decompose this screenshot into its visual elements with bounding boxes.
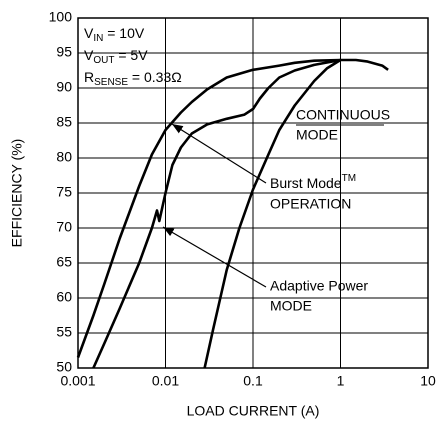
y-tick-label: 60 bbox=[56, 289, 72, 305]
arrow bbox=[162, 226, 267, 288]
annotation: MODE bbox=[270, 298, 312, 314]
y-tick-label: 100 bbox=[49, 9, 73, 25]
y-tick-label: 85 bbox=[56, 114, 72, 130]
arrow bbox=[171, 123, 267, 184]
y-tick-label: 55 bbox=[56, 324, 72, 340]
y-tick-label: 90 bbox=[56, 79, 72, 95]
y-tick-label: 75 bbox=[56, 184, 72, 200]
x-tick-label: 10 bbox=[420, 373, 436, 389]
annotation: VIN = 10V bbox=[84, 25, 145, 44]
y-tick-label: 70 bbox=[56, 219, 72, 235]
y-tick-label: 50 bbox=[56, 359, 72, 375]
y-tick-label: 80 bbox=[56, 149, 72, 165]
x-tick-label: 0.001 bbox=[60, 373, 95, 389]
plot-frame bbox=[77, 17, 429, 369]
y-tick-label: 65 bbox=[56, 254, 72, 270]
curve bbox=[76, 58, 341, 358]
annotation: Adaptive Power bbox=[270, 278, 368, 294]
annotation: CONTINUOUS bbox=[296, 107, 390, 123]
annotation: OPERATION bbox=[270, 196, 351, 212]
annotation: MODE bbox=[296, 127, 338, 143]
x-axis-label: LOAD CURRENT (A) bbox=[187, 403, 320, 419]
annotation: VOUT = 5V bbox=[84, 47, 148, 66]
y-axis-label: EFFICIENCY (%) bbox=[9, 139, 25, 248]
curve bbox=[203, 58, 342, 369]
x-tick-label: 0.1 bbox=[243, 373, 263, 389]
annotation: Burst ModeTM bbox=[270, 173, 356, 191]
annotation: RSENSE = 0.33Ω bbox=[84, 69, 182, 88]
x-tick-label: 0.01 bbox=[152, 373, 179, 389]
x-tick-label: 1 bbox=[337, 373, 345, 389]
y-tick-label: 95 bbox=[56, 44, 72, 60]
